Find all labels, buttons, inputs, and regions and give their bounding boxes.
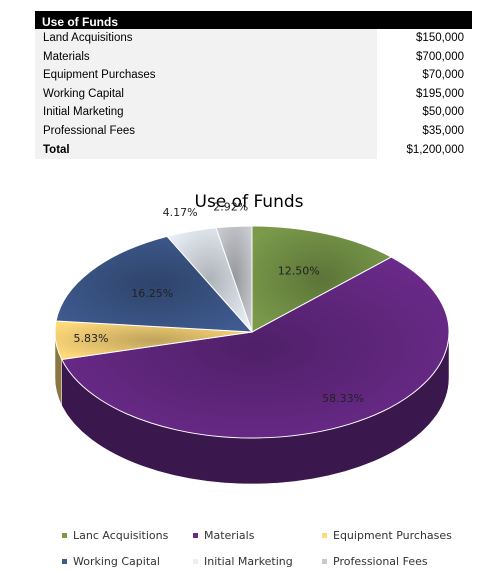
legend-label: Equipment Purchases <box>333 529 452 542</box>
legend-label: Initial Marketing <box>204 555 293 568</box>
total-label: Total <box>35 140 377 160</box>
row-label: Working Capital <box>35 84 377 104</box>
legend-label: Materials <box>204 529 255 542</box>
row-label: Materials <box>35 47 377 67</box>
legend-swatch <box>322 533 327 538</box>
legend-swatch <box>193 559 198 564</box>
legend-item: Working Capital <box>62 555 160 568</box>
table-header: Use of Funds <box>35 11 472 29</box>
row-value: $195,000 <box>416 87 464 100</box>
table-row: Equipment Purchases $70,000 <box>35 66 472 85</box>
row-label: Equipment Purchases <box>35 66 377 85</box>
pie-data-label: 4.17% <box>163 206 198 219</box>
pie-data-label: 2.92% <box>213 200 248 213</box>
legend-item: Materials <box>193 529 254 542</box>
pie-data-label: 16.25% <box>131 287 173 300</box>
legend-swatch <box>322 559 327 564</box>
table-body: Land Acquisitions $150,000 Materials $70… <box>35 29 472 160</box>
legend-label: Professional Fees <box>333 555 428 568</box>
row-value: $70,000 <box>422 69 464 82</box>
row-label: Land Acquisitions <box>35 29 377 48</box>
pie-slice <box>55 235 254 333</box>
row-label: Professional Fees <box>35 121 377 141</box>
legend-item: Equipment Purchases <box>322 529 452 542</box>
table-row: Materials $700,000 <box>35 47 472 67</box>
legend-item: Initial Marketing <box>193 555 293 568</box>
table-row: Professional Fees $35,000 <box>35 121 472 141</box>
pie-data-label: 12.50% <box>278 264 320 277</box>
pie-data-label: 58.33% <box>322 392 364 405</box>
pie-chart-svg: 12.50% 58.33% 5.83% 16.25% 4.17% 2.92% <box>54 200 450 485</box>
legend-swatch <box>193 533 198 538</box>
row-value: $50,000 <box>422 106 464 119</box>
pie-data-label: 5.83% <box>73 332 108 345</box>
legend-swatch <box>62 559 67 564</box>
pie-slice <box>215 225 253 333</box>
row-label: Initial Marketing <box>35 103 377 122</box>
legend-swatch <box>62 533 67 538</box>
legend-item: Lanc Acquisitions <box>62 529 168 542</box>
table-row: Land Acquisitions $150,000 <box>35 29 472 48</box>
pie-slice <box>60 256 450 439</box>
row-value: $700,000 <box>416 50 464 63</box>
legend-label: Lanc Acquisitions <box>73 529 169 542</box>
chart-title: Use of Funds <box>194 192 304 212</box>
row-value: $35,000 <box>422 124 464 137</box>
pie-slice <box>251 225 393 333</box>
table-total-row: Total $1,200,000 <box>35 140 472 160</box>
table-row: Initial Marketing $50,000 <box>35 103 472 122</box>
row-value: $150,000 <box>416 32 464 44</box>
table-row: Working Capital $195,000 <box>35 84 472 104</box>
legend-item: Professional Fees <box>322 555 428 568</box>
legend-label: Working Capital <box>73 555 160 568</box>
use-of-funds-table: Use of Funds Land Acquisitions $150,000 … <box>35 11 472 160</box>
pie-chart: Use of Funds 12.50% 58.33% 5.83% 16.25% 4.17… <box>0 170 498 573</box>
total-value: $1,200,000 <box>406 143 464 156</box>
